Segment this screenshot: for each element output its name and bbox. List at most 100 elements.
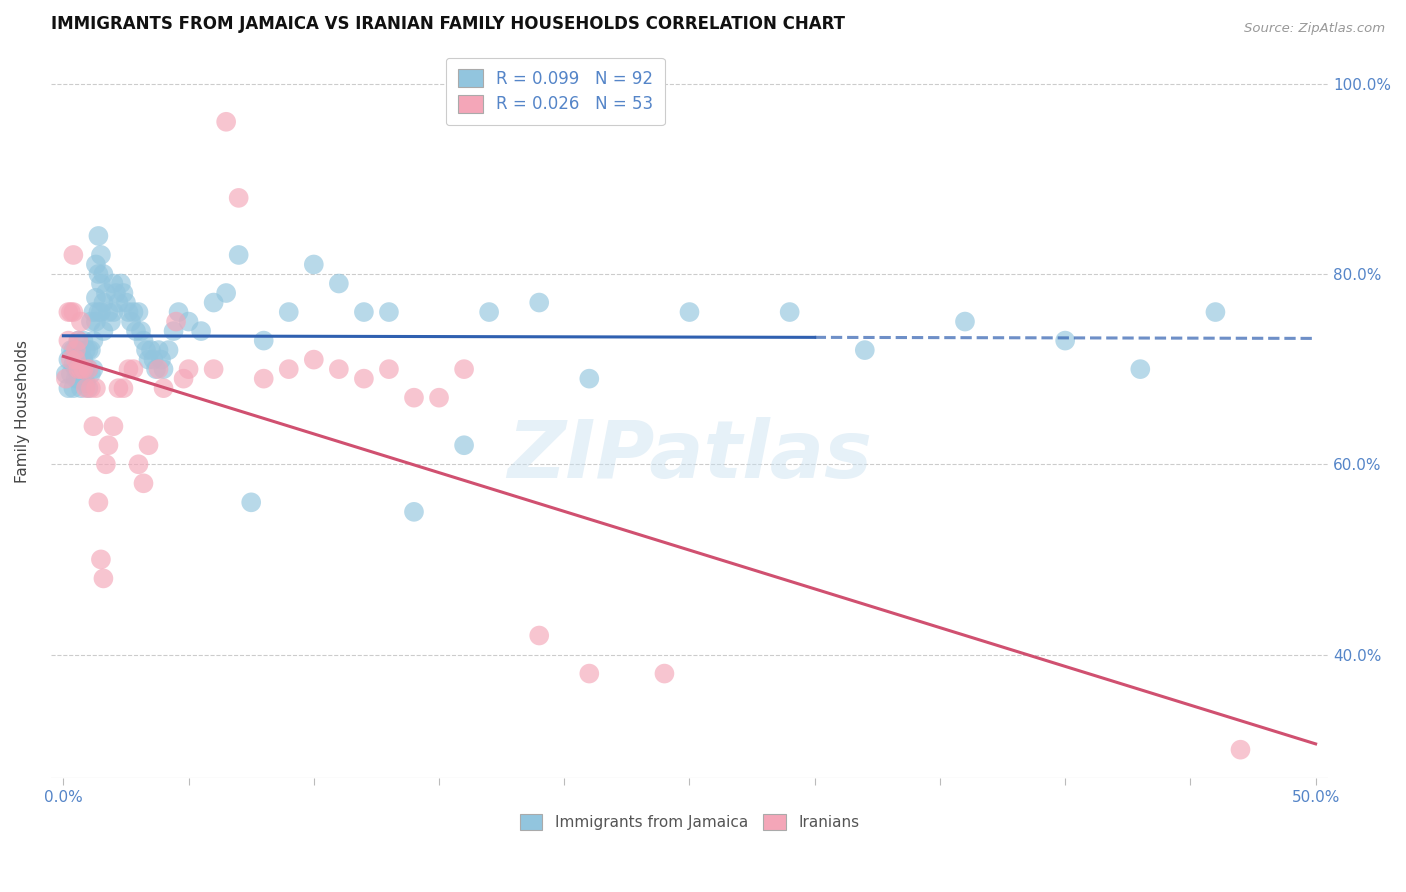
Point (120, 314, 142, 328)
Point (58, 305, 80, 319)
Point (202, 362, 225, 376)
Point (173, 371, 195, 385)
Point (202, 295, 225, 310)
Point (128, 457, 150, 471)
Point (75, 362, 97, 376)
Point (93, 324, 115, 338)
Point (65, 352, 87, 367)
Point (70, 314, 93, 328)
Point (97, 438, 120, 452)
Point (72, 367, 94, 381)
Point (277, 362, 299, 376)
Point (103, 277, 125, 291)
Point (80, 381, 103, 395)
Point (152, 381, 174, 395)
Point (103, 305, 125, 319)
Point (70, 381, 93, 395)
Point (107, 381, 129, 395)
Point (167, 305, 190, 319)
Point (67, 334, 90, 348)
Point (77, 343, 100, 357)
Point (654, 666, 676, 681)
Point (228, 248, 250, 262)
Point (90, 305, 112, 319)
Point (55, 367, 77, 381)
Point (578, 666, 600, 681)
Point (1229, 742, 1251, 756)
Point (94, 286, 117, 301)
Point (215, 286, 238, 301)
Text: IMMIGRANTS FROM JAMAICA VS IRANIAN FAMILY HOUSEHOLDS CORRELATION CHART: IMMIGRANTS FROM JAMAICA VS IRANIAN FAMIL… (51, 15, 845, 33)
Point (59, 367, 82, 381)
Point (59, 352, 82, 367)
Point (93, 267, 115, 281)
Point (953, 314, 976, 328)
Point (157, 343, 180, 357)
Point (82, 362, 104, 376)
Point (103, 419, 125, 434)
Point (215, 115, 238, 129)
Point (55, 371, 77, 385)
Point (87, 495, 110, 509)
Point (139, 343, 162, 357)
Point (122, 362, 145, 376)
Point (138, 352, 160, 367)
Point (84, 291, 107, 305)
Y-axis label: Family Households: Family Households (15, 341, 30, 483)
Point (353, 305, 375, 319)
Point (112, 286, 135, 301)
Point (59, 305, 82, 319)
Point (58, 381, 80, 395)
Point (58, 334, 80, 348)
Point (117, 362, 139, 376)
Point (67, 352, 90, 367)
Text: Source: ZipAtlas.com: Source: ZipAtlas.com (1244, 22, 1385, 36)
Point (75, 381, 97, 395)
Point (100, 314, 122, 328)
Text: ZIPatlas: ZIPatlas (508, 417, 872, 495)
Point (72, 352, 94, 367)
Point (59, 343, 82, 357)
Point (138, 438, 160, 452)
Point (402, 391, 425, 405)
Point (529, 295, 551, 310)
Point (72, 334, 94, 348)
Point (75, 343, 97, 357)
Point (77, 362, 100, 376)
Point (72, 362, 94, 376)
Point (87, 267, 110, 281)
Point (678, 305, 700, 319)
Point (117, 305, 139, 319)
Legend: Immigrants from Jamaica, Iranians: Immigrants from Jamaica, Iranians (513, 807, 866, 837)
Point (253, 371, 276, 385)
Point (135, 343, 157, 357)
Point (132, 476, 155, 491)
Point (84, 258, 107, 272)
Point (378, 305, 401, 319)
Point (87, 229, 110, 244)
Point (80, 367, 103, 381)
Point (62, 343, 84, 357)
Point (70, 362, 93, 376)
Point (150, 352, 173, 367)
Point (177, 362, 200, 376)
Point (82, 334, 104, 348)
Point (75, 376, 97, 391)
Point (62, 381, 84, 395)
Point (328, 362, 350, 376)
Point (84, 314, 107, 328)
Point (152, 362, 174, 376)
Point (67, 362, 90, 376)
Point (148, 343, 170, 357)
Point (142, 352, 165, 367)
Point (190, 324, 212, 338)
Point (62, 305, 84, 319)
Point (77, 381, 100, 395)
Point (90, 248, 112, 262)
Point (87, 305, 110, 319)
Point (70, 362, 93, 376)
Point (302, 258, 325, 272)
Point (94, 457, 117, 471)
Point (93, 571, 115, 585)
Point (177, 314, 200, 328)
